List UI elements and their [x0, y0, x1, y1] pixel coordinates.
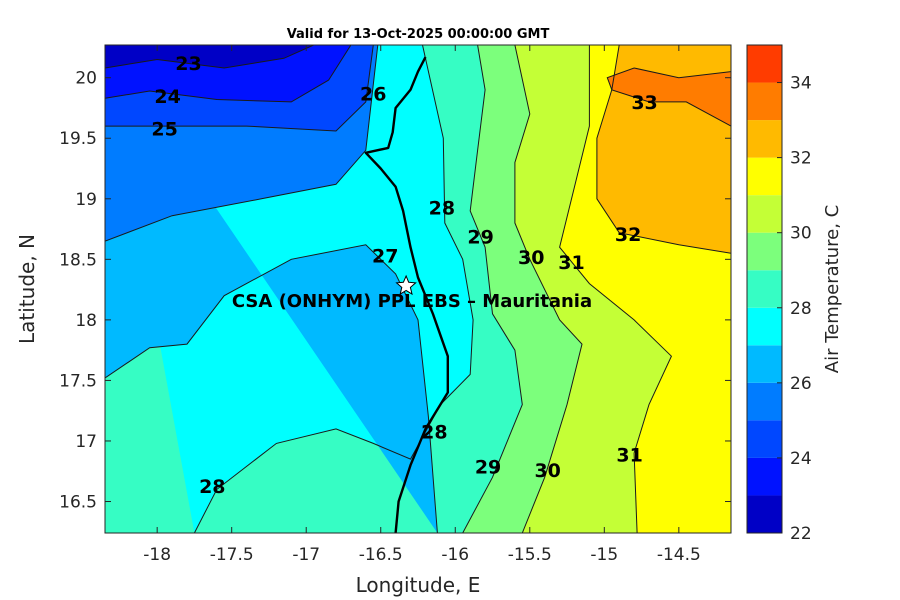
y-tick-label: 18 [75, 311, 97, 331]
colorbar-band [747, 45, 782, 83]
x-tick-label: -14.5 [657, 545, 701, 565]
colorbar [746, 44, 783, 534]
contour-label: 30 [534, 460, 560, 482]
contour-label: 28 [421, 421, 447, 443]
colorbar-band [747, 157, 782, 196]
colorbar-band [747, 495, 782, 533]
contour-label: 31 [616, 444, 642, 466]
isoline-30 [514, 45, 583, 533]
map-area: 23 24 25 26 27 28 29 30 31 32 33 28 28 29 30 31 CSA (ON… [104, 44, 732, 534]
band-33 [607, 68, 731, 127]
contour-labels: 23 24 25 26 27 28 29 30 31 32 33 28 28 29 30 31 [151, 53, 657, 498]
isoline-27 [105, 244, 438, 533]
chart-title: Valid for 13-Oct-2025 00:00:00 GMT [287, 27, 550, 42]
contour-label: 27 [372, 246, 398, 268]
contour-label: 33 [631, 92, 657, 114]
x-tick-label: -15 [590, 545, 618, 565]
y-axis-ticks: 20 19.5 19 18.5 18 17.5 17 16.5 [59, 69, 731, 513]
y-tick-label: 17.5 [59, 371, 97, 391]
colorbar-band [747, 307, 782, 346]
colorbar-ticks: 22 24 26 28 30 32 34 [777, 74, 812, 544]
y-tick-label: 16.5 [59, 493, 97, 513]
colorbar-band [747, 420, 782, 458]
colorbar-band [747, 232, 782, 271]
isoline-24 [105, 45, 352, 103]
colorbar-tick-label: 22 [790, 524, 812, 544]
colorbar-band [747, 382, 782, 421]
coastline [364, 56, 449, 533]
contour-label: 29 [475, 456, 501, 478]
y-tick-label: 18.5 [59, 250, 97, 270]
colorbar-band [747, 270, 782, 308]
colorbar-band [747, 195, 782, 233]
contour-label: 25 [151, 119, 177, 141]
colorbar-frame [746, 44, 783, 534]
contour-label: 23 [175, 53, 201, 75]
x-axis-ticks: -18 -17.5 -17 -16.5 -16 -15.5 -15 -14.5 [143, 45, 701, 565]
isoline-31 [559, 45, 673, 533]
x-tick-label: -17 [292, 545, 320, 565]
contour-label: 28 [199, 476, 225, 498]
x-tick-label: -16.5 [359, 545, 403, 565]
isoline-23 [105, 45, 314, 69]
y-tick-label: 19.5 [59, 129, 97, 149]
star-icon [395, 274, 417, 296]
isoline-29 [462, 45, 523, 533]
y-tick-label: 19 [75, 190, 97, 210]
contour-label: 30 [518, 247, 544, 269]
colorbar-tick-label: 26 [790, 374, 812, 394]
colorbar-tick-label: 34 [790, 74, 812, 94]
site-marker: CSA (ONHYM) PPL EBS – Mauritania [232, 274, 592, 312]
coastline-path [364, 56, 449, 533]
isoline-25 [105, 45, 374, 132]
y-tick-label: 17 [75, 432, 97, 452]
isoline-33 [606, 67, 731, 127]
x-tick-label: -17.5 [210, 545, 254, 565]
isoline-26 [105, 45, 379, 242]
isolines [105, 45, 731, 533]
x-axis-label: Longitude, E [356, 573, 481, 597]
colorbar-tick-label: 30 [790, 224, 812, 244]
colorbar-band [747, 120, 782, 158]
band-27 [105, 45, 438, 533]
contour-label: 29 [467, 226, 493, 248]
colorbar-band [747, 457, 782, 496]
x-tick-label: -18 [143, 545, 171, 565]
colorbar-band [747, 82, 782, 121]
x-tick-label: -15.5 [508, 545, 552, 565]
contour-label: 28 [429, 197, 455, 219]
colorbar-label: Air Temperature, C [822, 205, 843, 373]
colorbar-tick-label: 32 [790, 149, 812, 169]
contour-label: 26 [360, 83, 386, 105]
x-tick-label: -16 [441, 545, 469, 565]
contour-label: 24 [154, 86, 180, 108]
map-frame [104, 44, 732, 534]
colorbar-band [747, 345, 782, 383]
site-label: CSA (ONHYM) PPL EBS – Mauritania [232, 291, 592, 312]
contour-label: 31 [558, 252, 584, 274]
contour-label: 32 [615, 224, 641, 246]
colorbar-tick-label: 24 [790, 449, 812, 469]
y-axis-label: Latitude, N [15, 234, 39, 344]
y-tick-label: 20 [75, 69, 97, 89]
colorbar-tick-label: 28 [790, 299, 812, 319]
